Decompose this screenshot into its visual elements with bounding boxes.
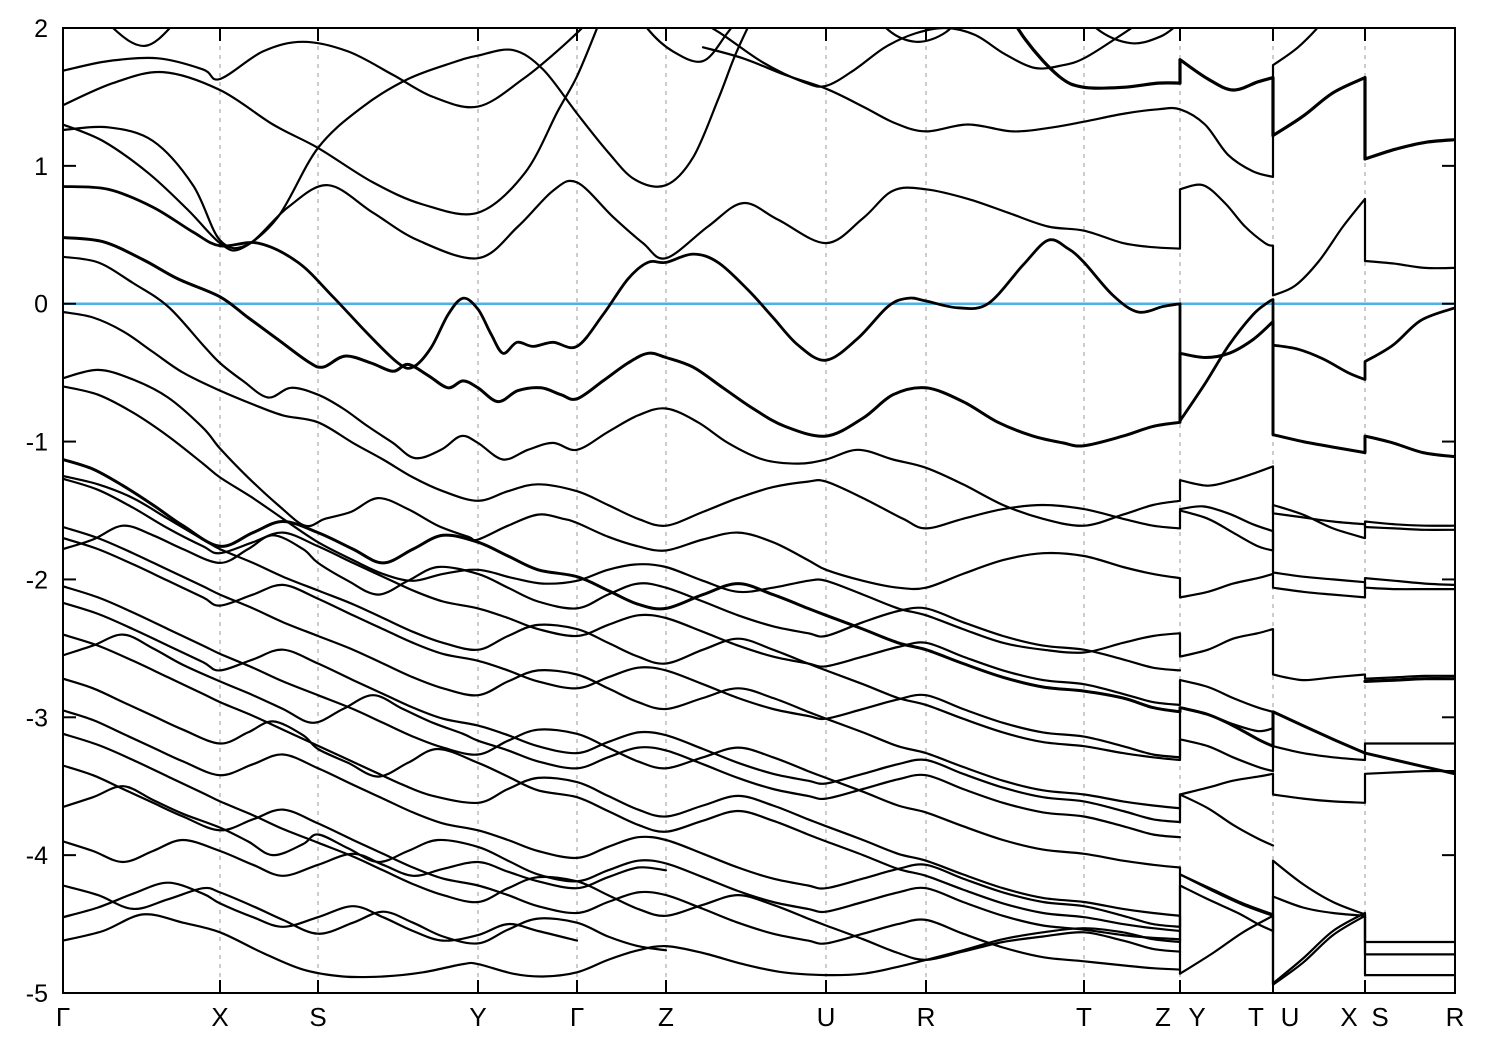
band-curve	[63, 838, 668, 890]
y-tick-label: -2	[26, 566, 48, 594]
band-curve	[63, 884, 668, 952]
band-curve	[63, 310, 1455, 552]
plot-frame	[62, 27, 1456, 994]
y-tick-label: 0	[34, 291, 48, 319]
band-curve	[63, 28, 584, 109]
band-curve	[63, 474, 1275, 762]
x-tick-label: Y	[1188, 1002, 1205, 1032]
y-axis-labels: 2 1 0 -1 -2 -3 -4 -5	[26, 15, 48, 1008]
band-curve	[63, 881, 579, 942]
x-tick-label: Y	[469, 1002, 486, 1032]
x-tick-label: X	[211, 1002, 228, 1032]
x-tick-label: Z	[658, 1002, 674, 1032]
band-curve	[884, 28, 953, 43]
y-tick-label: -3	[26, 704, 48, 732]
band-curve	[1015, 28, 1455, 161]
x-tick-label: T	[1076, 1002, 1092, 1032]
band-curve	[1178, 505, 1455, 591]
x-tick-label: R	[917, 1002, 936, 1032]
band-curve	[111, 28, 172, 48]
x-tick-label: U	[817, 1002, 836, 1032]
x-tick-label: X	[1340, 1002, 1357, 1032]
band-curve	[701, 28, 1319, 178]
gridlines	[219, 28, 1366, 993]
band-curve	[63, 524, 1182, 672]
band-curve	[63, 785, 1182, 941]
band-curve	[63, 764, 1182, 971]
x-tick-label: Γ	[570, 1002, 584, 1032]
band-curve	[645, 28, 733, 63]
band-curve	[63, 125, 1455, 297]
band-curve	[63, 677, 1182, 933]
band-curve	[63, 633, 1182, 839]
band-curve	[63, 873, 1455, 985]
band-curve	[63, 585, 1455, 944]
band-curve	[63, 185, 1455, 423]
y-tick-label: 2	[34, 15, 48, 43]
x-tick-label: S	[309, 1002, 326, 1032]
band-curve	[63, 255, 1455, 531]
x-tick-label: S	[1371, 1002, 1388, 1032]
x-tick-label: R	[1446, 1002, 1465, 1032]
band-curve	[63, 709, 1367, 933]
y-tick-label: -1	[26, 429, 48, 457]
band-curve	[1094, 28, 1176, 45]
band-curve	[63, 525, 1275, 847]
band-curve	[63, 633, 1455, 986]
band-curve	[63, 732, 1182, 962]
band-curve	[63, 385, 1455, 682]
band-curve	[1363, 677, 1455, 683]
band-curve	[63, 458, 1455, 776]
x-tick-label: Γ	[56, 1002, 70, 1032]
x-tick-label: Z	[1155, 1002, 1171, 1032]
band-curve	[63, 601, 1455, 824]
band-curve	[63, 537, 1455, 773]
y-tick-label: -5	[26, 980, 48, 1008]
band-curves	[63, 28, 1455, 986]
x-tick-label: U	[1281, 1002, 1300, 1032]
band-curve	[63, 236, 1455, 459]
band-curve	[709, 28, 1134, 88]
x-tick-label: T	[1248, 1002, 1264, 1032]
tick-marks	[63, 27, 1455, 994]
y-tick-label: 1	[34, 153, 48, 181]
band-curve	[63, 28, 749, 252]
band-curve	[63, 28, 599, 216]
y-tick-label: -4	[26, 842, 48, 870]
